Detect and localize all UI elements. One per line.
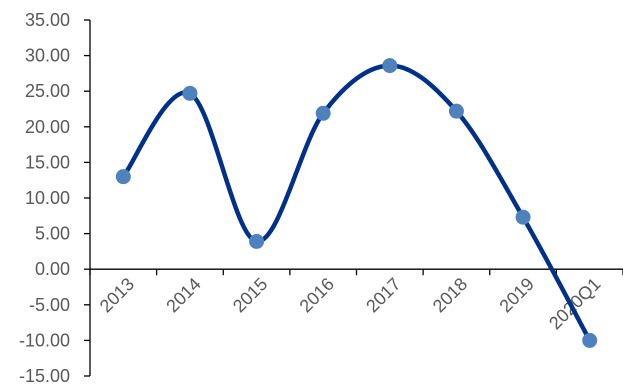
series-line bbox=[121, 63, 592, 343]
y-tick-label: 15.00 bbox=[25, 152, 70, 172]
y-tick-label: 20.00 bbox=[25, 117, 70, 137]
data-point-2014 bbox=[182, 85, 198, 101]
y-tick-label: 30.00 bbox=[25, 46, 70, 66]
series bbox=[115, 58, 598, 348]
data-point-2013 bbox=[115, 169, 131, 185]
data-point-2018 bbox=[448, 103, 464, 119]
y-tick-label: 35.00 bbox=[25, 10, 70, 30]
y-tick-label: 25.00 bbox=[25, 81, 70, 101]
data-point-2017 bbox=[382, 58, 398, 74]
x-tick-label: 2014 bbox=[162, 274, 204, 316]
x-axis: 2013 2014 2015 2016 2017 2018 2019 2020Q1 bbox=[89, 268, 623, 333]
y-tick-label: -5.00 bbox=[29, 295, 70, 315]
data-point-2019 bbox=[515, 209, 531, 225]
y-tick-label: 0.00 bbox=[35, 259, 70, 279]
y-axis: 35.00 30.00 25.00 20.00 15.00 10.00 5.00 0.00 -5… bbox=[19, 10, 91, 386]
x-tick-label: 2019 bbox=[495, 274, 537, 316]
data-point-2020q1 bbox=[582, 332, 598, 348]
x-tick-label: 2015 bbox=[229, 274, 271, 316]
data-point-2015 bbox=[249, 233, 265, 249]
x-tick-label: 2016 bbox=[296, 274, 338, 316]
x-tick-label: 2017 bbox=[362, 274, 404, 316]
y-tick-label: -10.00 bbox=[19, 330, 70, 350]
y-tick-label: -15.00 bbox=[19, 366, 70, 386]
data-point-2016 bbox=[315, 105, 331, 121]
x-tick-label: 2020Q1 bbox=[545, 274, 604, 333]
x-tick-label: 2018 bbox=[429, 274, 471, 316]
y-tick-label: 5.00 bbox=[35, 224, 70, 244]
y-tick-label: 10.00 bbox=[25, 188, 70, 208]
x-tick-label: 2013 bbox=[96, 274, 138, 316]
